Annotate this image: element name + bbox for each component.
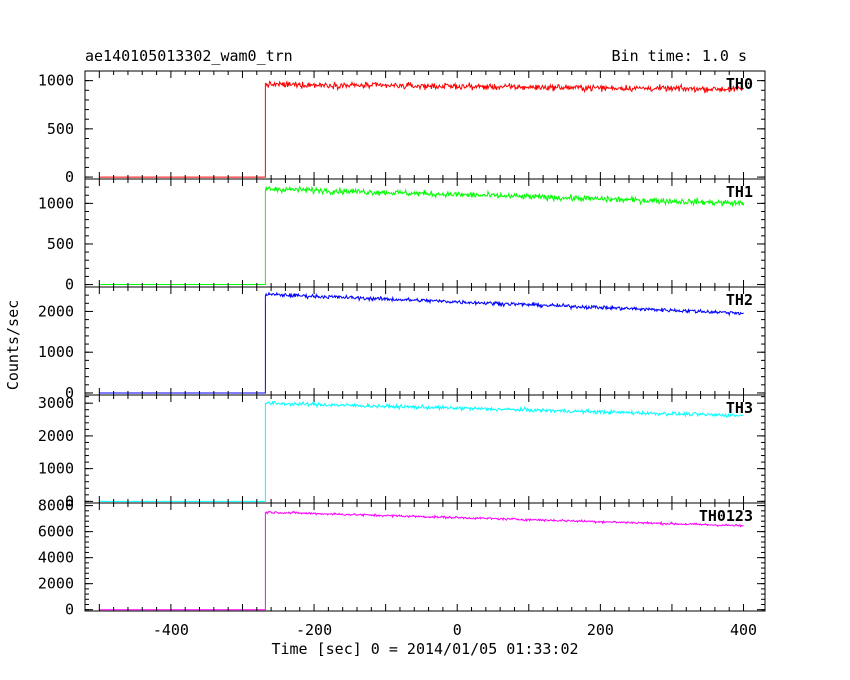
y-tick-label: 0 (65, 168, 74, 186)
chart-title: ae140105013302_wam0_trn (85, 47, 293, 65)
series-line-th2 (99, 291, 744, 394)
y-axis-label: Counts/sec (4, 300, 22, 390)
x-axis-label: Time [sec] 0 = 2014/01/05 01:33:02 (271, 640, 578, 658)
panel-frame (84, 502, 766, 612)
y-tick-label: 1000 (38, 343, 74, 361)
x-tick-label: 0 (453, 621, 462, 639)
panel-th1: 0 500 1000 TH1 (38, 178, 766, 294)
y-tick-label: 2000 (38, 302, 74, 320)
x-tick-label: -400 (153, 621, 189, 639)
panel-th2: 0 1000 2000 TH2 (38, 286, 766, 402)
y-tick-label: 1000 (38, 72, 74, 90)
y-tick-label: 0 (65, 601, 74, 619)
panel-th3: 0 1000 2000 3000 TH3 (38, 394, 766, 510)
y-tick-label: 500 (47, 235, 74, 253)
panel-th0123: 0 2000 4000 6000 8000 TH0123 (38, 497, 766, 619)
panel-th0: 0 500 1000 TH0 (38, 70, 766, 186)
y-tick-label: 3000 (38, 394, 74, 412)
x-tick-label: 200 (587, 621, 614, 639)
y-tick-label: 8000 (38, 497, 74, 515)
y-tick-label: 1000 (38, 460, 74, 478)
series-line-th3 (99, 400, 744, 502)
y-tick-label: 2000 (38, 427, 74, 445)
y-tick-label: 500 (47, 120, 74, 138)
series-line-th1 (99, 185, 745, 286)
y-tick-label: 1000 (38, 194, 74, 212)
y-tick-label: 4000 (38, 549, 74, 567)
series-label-th2: TH2 (726, 291, 753, 309)
panel-frame (84, 178, 766, 288)
y-tick-label: 0 (65, 492, 74, 510)
y-tick-label: 0 (65, 384, 74, 402)
panel-frame (84, 286, 766, 396)
y-tick-label: 2000 (38, 575, 74, 593)
series-line-th0 (99, 80, 744, 178)
y-tick-label: 0 (65, 276, 74, 294)
series-line-th0123 (99, 510, 744, 611)
panel-frame (84, 394, 766, 504)
x-tick-label: 400 (730, 621, 757, 639)
series-label-th0: TH0 (726, 75, 753, 93)
bin-time-label: Bin time: 1.0 s (612, 47, 747, 65)
x-tick-label: -200 (296, 621, 332, 639)
y-tick-label: 6000 (38, 523, 74, 541)
series-label-th1: TH1 (726, 183, 753, 201)
series-label-th0123: TH0123 (699, 507, 753, 525)
series-label-th3: TH3 (726, 399, 753, 417)
